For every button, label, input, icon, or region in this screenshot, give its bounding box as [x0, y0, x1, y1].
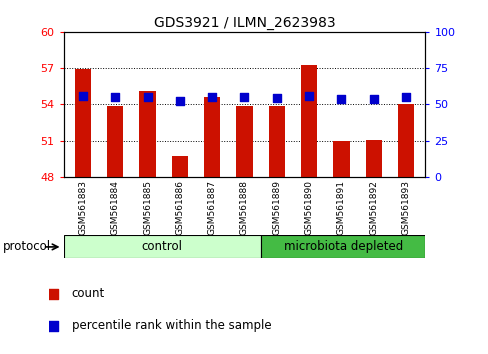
- Point: [176, 98, 183, 104]
- Bar: [301, 64, 317, 177]
- Text: GSM561889: GSM561889: [272, 180, 281, 235]
- Text: protocol: protocol: [2, 240, 50, 253]
- Point: [79, 93, 87, 99]
- Point: [111, 94, 119, 100]
- Point: [240, 95, 248, 100]
- Bar: [107, 105, 123, 177]
- Text: GSM561893: GSM561893: [401, 180, 410, 235]
- Text: GSM561891: GSM561891: [336, 180, 345, 235]
- Text: GSM561892: GSM561892: [368, 180, 377, 235]
- Text: GSM561884: GSM561884: [111, 180, 120, 235]
- Point: [337, 97, 345, 102]
- Text: GDS3921 / ILMN_2623983: GDS3921 / ILMN_2623983: [153, 16, 335, 30]
- Bar: [236, 105, 252, 177]
- Point: [143, 94, 151, 99]
- Bar: [139, 91, 155, 177]
- Point: [401, 94, 409, 99]
- Bar: [203, 97, 220, 177]
- Text: GSM561887: GSM561887: [207, 180, 216, 235]
- Text: count: count: [72, 287, 105, 301]
- Bar: [268, 105, 285, 177]
- Bar: [261, 235, 425, 258]
- Bar: [75, 69, 91, 177]
- Text: GSM561886: GSM561886: [175, 180, 184, 235]
- Point: [208, 94, 216, 99]
- Text: percentile rank within the sample: percentile rank within the sample: [72, 319, 271, 332]
- Text: GSM561885: GSM561885: [143, 180, 152, 235]
- Text: GSM561890: GSM561890: [304, 180, 313, 235]
- Point: [272, 95, 280, 101]
- Point: [369, 97, 377, 102]
- Bar: [365, 139, 381, 177]
- Text: microbiota depleted: microbiota depleted: [283, 240, 402, 253]
- Text: GSM561888: GSM561888: [240, 180, 248, 235]
- Bar: [333, 141, 349, 177]
- Bar: [63, 235, 261, 258]
- Text: GSM561883: GSM561883: [78, 180, 87, 235]
- Text: control: control: [142, 240, 183, 253]
- Bar: [397, 104, 413, 177]
- Point: [290, 178, 298, 183]
- Point: [305, 93, 312, 99]
- Bar: [171, 156, 187, 177]
